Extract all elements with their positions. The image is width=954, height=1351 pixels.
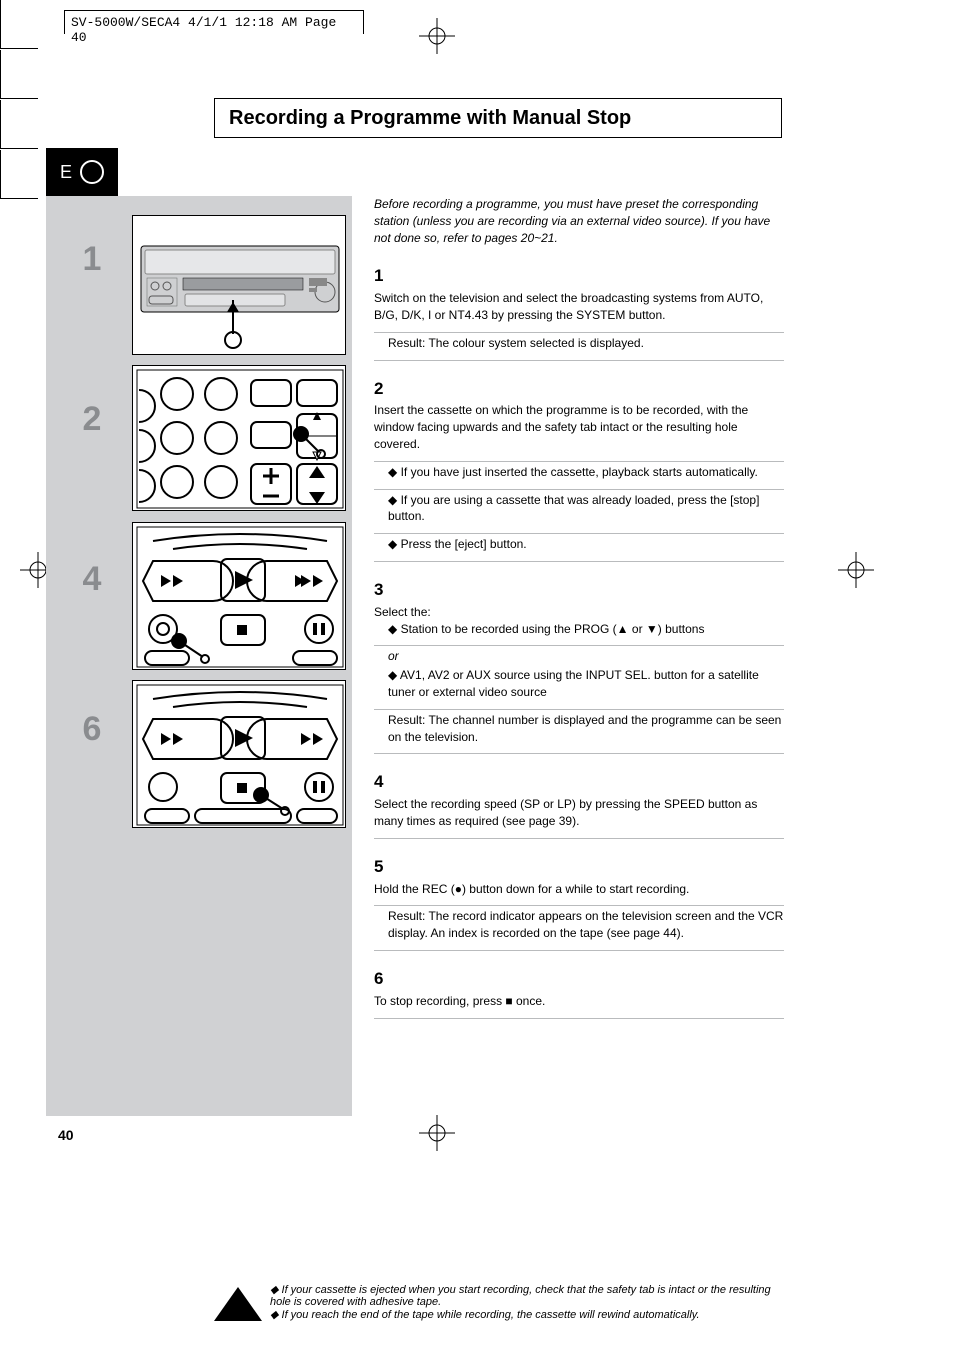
- crop-mark: [0, 48, 38, 50]
- step-sub: If you are using a cassette that was alr…: [388, 493, 759, 524]
- step-option: Station to be recorded using the PROG (▲…: [401, 622, 705, 636]
- footer-note-line: If you reach the end of the tape while r…: [282, 1309, 700, 1321]
- sidebar-step-number: 6: [72, 710, 112, 749]
- footer-note-line: If your cassette is ejected when you sta…: [270, 1284, 771, 1308]
- illustration-vcr-front: [132, 215, 346, 355]
- step-number: 2: [374, 377, 784, 401]
- step-block: 1 Switch on the television and select th…: [374, 264, 784, 360]
- step-number: 6: [374, 967, 784, 991]
- step-sub: If you have just inserted the cassette, …: [401, 465, 758, 479]
- step-result: Result: The record indicator appears on …: [388, 908, 784, 942]
- step-block: 5 Hold the REC (●) button down for a whi…: [374, 855, 784, 951]
- step-number: 3: [374, 578, 784, 602]
- step-block: 6 To stop recording, press ■ once.: [374, 967, 784, 1019]
- crop-mark: [0, 0, 2, 48]
- crop-mark: [0, 100, 2, 148]
- step-block: 2 Insert the cassette on which the progr…: [374, 377, 784, 562]
- registration-mark-icon: [419, 1115, 455, 1151]
- sidebar-step-number: 4: [72, 560, 112, 599]
- step-block: 4 Select the recording speed (SP or LP) …: [374, 770, 784, 838]
- page-number: 40: [58, 1127, 74, 1143]
- illustration-remote-stop: [132, 680, 346, 828]
- crop-mark: [0, 98, 38, 100]
- step-block: 3 Select the: ◆ Station to be recorded u…: [374, 578, 784, 754]
- language-badge: E: [46, 148, 118, 196]
- registration-mark-icon: [419, 18, 455, 54]
- imprint-header: SV-5000W/SECA4 4/1/1 12:18 AM Page 40: [64, 10, 364, 34]
- badge-circle-icon: [80, 160, 104, 184]
- step-option: AV1, AV2 or AUX source using the INPUT S…: [388, 668, 759, 699]
- intro-paragraph: Before recording a programme, you must h…: [374, 196, 784, 246]
- registration-mark-icon: [838, 552, 874, 588]
- crop-mark: [0, 198, 38, 200]
- page-title: Recording a Programme with Manual Stop: [214, 98, 782, 138]
- illustration-remote-system: [132, 365, 346, 511]
- step-text: Hold the REC (●) button down for a while…: [374, 881, 784, 898]
- step-number: 4: [374, 770, 784, 794]
- step-text: Insert the cassette on which the program…: [374, 402, 784, 452]
- step-text: Select the recording speed (SP or LP) by…: [374, 796, 784, 830]
- step-sub: Press the [eject] button.: [401, 537, 527, 551]
- illustration-remote-rec: [132, 522, 346, 670]
- step-number: 1: [374, 264, 784, 288]
- crop-mark: [0, 148, 38, 150]
- step-text: Switch on the television and select the …: [374, 290, 784, 324]
- step-result: Result: The channel number is displayed …: [388, 712, 784, 746]
- sidebar-step-number: 1: [72, 240, 112, 279]
- crop-mark: [0, 150, 2, 198]
- step-text: To stop recording, press ■ once.: [374, 993, 784, 1010]
- footer-note: ◆ If your cassette is ejected when you s…: [270, 1283, 780, 1321]
- instruction-text-column: Before recording a programme, you must h…: [374, 196, 784, 1035]
- step-number: 5: [374, 855, 784, 879]
- note-triangle-icon: [214, 1287, 262, 1321]
- sidebar-step-number: 2: [72, 400, 112, 439]
- step-result: Result: The colour system selected is di…: [388, 335, 784, 352]
- step-text: Select the:: [374, 604, 784, 621]
- badge-letter: E: [60, 162, 72, 183]
- crop-mark: [0, 50, 2, 98]
